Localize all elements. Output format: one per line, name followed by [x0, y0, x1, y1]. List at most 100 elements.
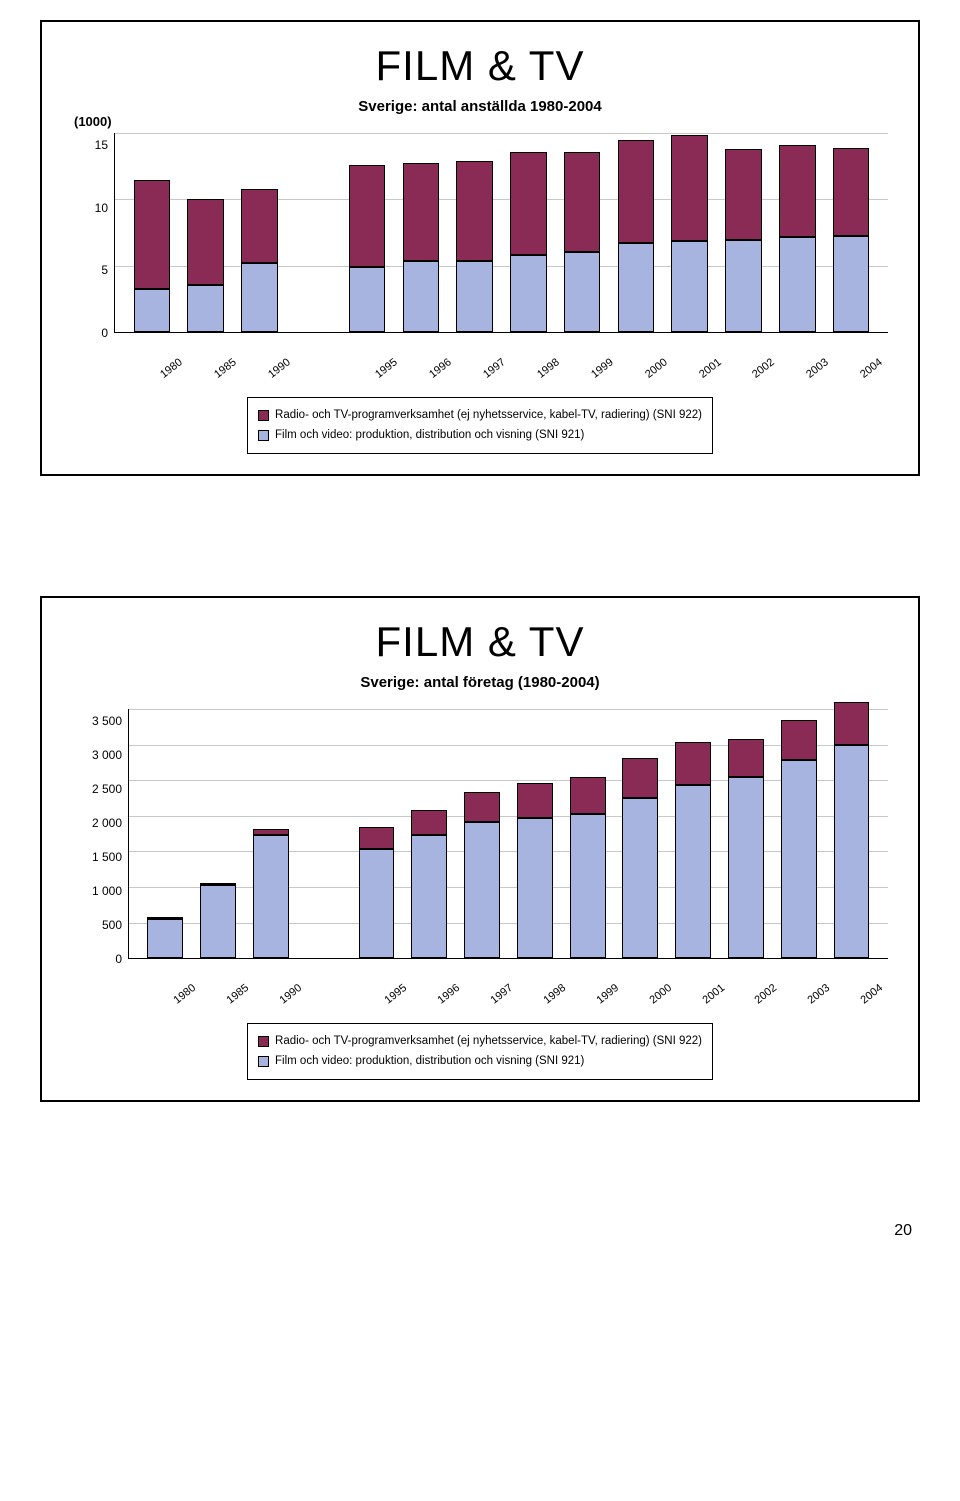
bar-slot — [609, 133, 663, 332]
bar-slot — [770, 133, 824, 332]
bar-slot — [297, 709, 350, 958]
x-tick-label: 2003 — [784, 959, 844, 1015]
bar-segment-top — [671, 135, 708, 242]
bar-segment-bottom — [781, 760, 817, 959]
y-tick-label: 0 — [115, 953, 122, 965]
bar-segment-bottom — [411, 835, 447, 958]
chart1-bars — [115, 133, 888, 332]
stacked-bar — [618, 140, 655, 332]
bar-segment-top — [134, 180, 171, 289]
y-tick-label: 5 — [101, 264, 108, 276]
page-number: 20 — [40, 1222, 920, 1240]
legend-label-bot: Film och video: produktion, distribution… — [275, 1052, 584, 1072]
stacked-bar — [411, 810, 447, 958]
bar-segment-top — [725, 149, 762, 240]
bar-slot — [192, 709, 245, 958]
y-tick-label: 500 — [102, 919, 122, 931]
y-tick-label: 3 000 — [92, 749, 122, 761]
bar-segment-bottom — [510, 255, 547, 332]
x-tick-label: 1990 — [243, 333, 304, 390]
bar-segment-bottom — [241, 263, 278, 332]
bar-slot — [772, 709, 825, 958]
x-tick-label: 2003 — [782, 333, 843, 390]
y-tick-label: 0 — [101, 327, 108, 339]
stacked-bar — [779, 145, 816, 332]
bar-segment-bottom — [779, 237, 816, 332]
bar-segment-top — [456, 161, 493, 261]
stacked-bar — [725, 149, 762, 332]
bar-segment-top — [403, 163, 440, 262]
bar-segment-bottom — [403, 261, 440, 332]
bar-segment-bottom — [834, 745, 870, 959]
x-tick-label: 1996 — [405, 333, 466, 390]
chart1-x-axis: 198019851990.199519961997199819992000200… — [114, 333, 888, 363]
chart1-title: FILM & TV — [72, 42, 888, 90]
chart2-subtitle: Sverige: antal företag (1980-2004) — [72, 674, 888, 691]
stacked-bar — [570, 777, 606, 958]
legend-row-bot: Film och video: produktion, distribution… — [258, 1052, 702, 1072]
bar-segment-top — [781, 720, 817, 760]
x-tick-label: 1997 — [466, 959, 526, 1015]
bar-slot — [179, 133, 233, 332]
bar-segment-top — [675, 742, 711, 785]
bar-segment-bottom — [253, 835, 289, 958]
x-tick-label: 1996 — [414, 959, 474, 1015]
bar-slot — [286, 133, 340, 332]
bar-segment-bottom — [517, 818, 553, 958]
bar-slot — [139, 709, 192, 958]
stacked-bar — [134, 180, 171, 332]
bar-segment-top — [187, 199, 224, 286]
bar-segment-top — [779, 145, 816, 237]
stacked-bar — [403, 163, 440, 332]
legend-row-top: Radio- och TV-programverksamhet (ej nyhe… — [258, 406, 702, 426]
y-tick-label: 3 500 — [92, 715, 122, 727]
y-tick-label: 10 — [95, 202, 108, 214]
stacked-bar — [510, 152, 547, 332]
stacked-bar — [187, 199, 224, 332]
stacked-bar — [253, 829, 289, 958]
bar-segment-bottom — [833, 236, 870, 332]
bar-segment-bottom — [728, 777, 764, 958]
stacked-bar — [456, 161, 493, 332]
bar-segment-top — [464, 792, 500, 823]
x-tick-label: 1985 — [202, 959, 262, 1015]
legend-label-top: Radio- och TV-programverksamhet (ej nyhe… — [275, 406, 702, 426]
bar-segment-top — [622, 758, 658, 798]
bar-slot — [245, 709, 298, 958]
chart1-area: 151050 — [72, 133, 888, 333]
bar-segment-bottom — [618, 243, 655, 332]
bar-segment-top — [411, 810, 447, 835]
bar-segment-bottom — [134, 289, 171, 332]
chart1-y-axis: 151050 — [72, 133, 114, 333]
x-tick-label: 2000 — [620, 333, 681, 390]
bar-segment-bottom — [570, 814, 606, 958]
stacked-bar — [464, 792, 500, 958]
chart-panel-companies: FILM & TV Sverige: antal företag (1980-2… — [40, 596, 920, 1102]
x-tick-label: 1999 — [572, 959, 632, 1015]
chart1-y-unit: (1000) — [74, 114, 112, 129]
bar-slot — [125, 133, 179, 332]
x-tick-label: 1995 — [351, 333, 412, 390]
bar-segment-top — [349, 165, 386, 266]
chart2-plot — [128, 709, 888, 959]
bar-segment-bottom — [359, 849, 395, 958]
bar-slot — [825, 709, 878, 958]
stacked-bar — [833, 148, 870, 332]
bar-segment-bottom — [671, 241, 708, 332]
x-tick-label: 2000 — [625, 959, 685, 1015]
bar-segment-top — [359, 827, 395, 848]
bar-slot — [561, 709, 614, 958]
bar-slot — [555, 133, 609, 332]
bar-segment-bottom — [622, 798, 658, 958]
bar-segment-top — [618, 140, 655, 243]
y-tick-label: 15 — [95, 139, 108, 151]
x-tick-label: 2004 — [836, 959, 896, 1015]
stacked-bar — [200, 883, 236, 958]
bar-segment-bottom — [187, 285, 224, 332]
x-tick-label: 2002 — [731, 959, 791, 1015]
legend-swatch-top-icon — [258, 1036, 269, 1047]
x-tick-label: 2004 — [836, 333, 897, 390]
stacked-bar — [241, 189, 278, 332]
bar-segment-top — [241, 189, 278, 262]
y-tick-label: 2 000 — [92, 817, 122, 829]
